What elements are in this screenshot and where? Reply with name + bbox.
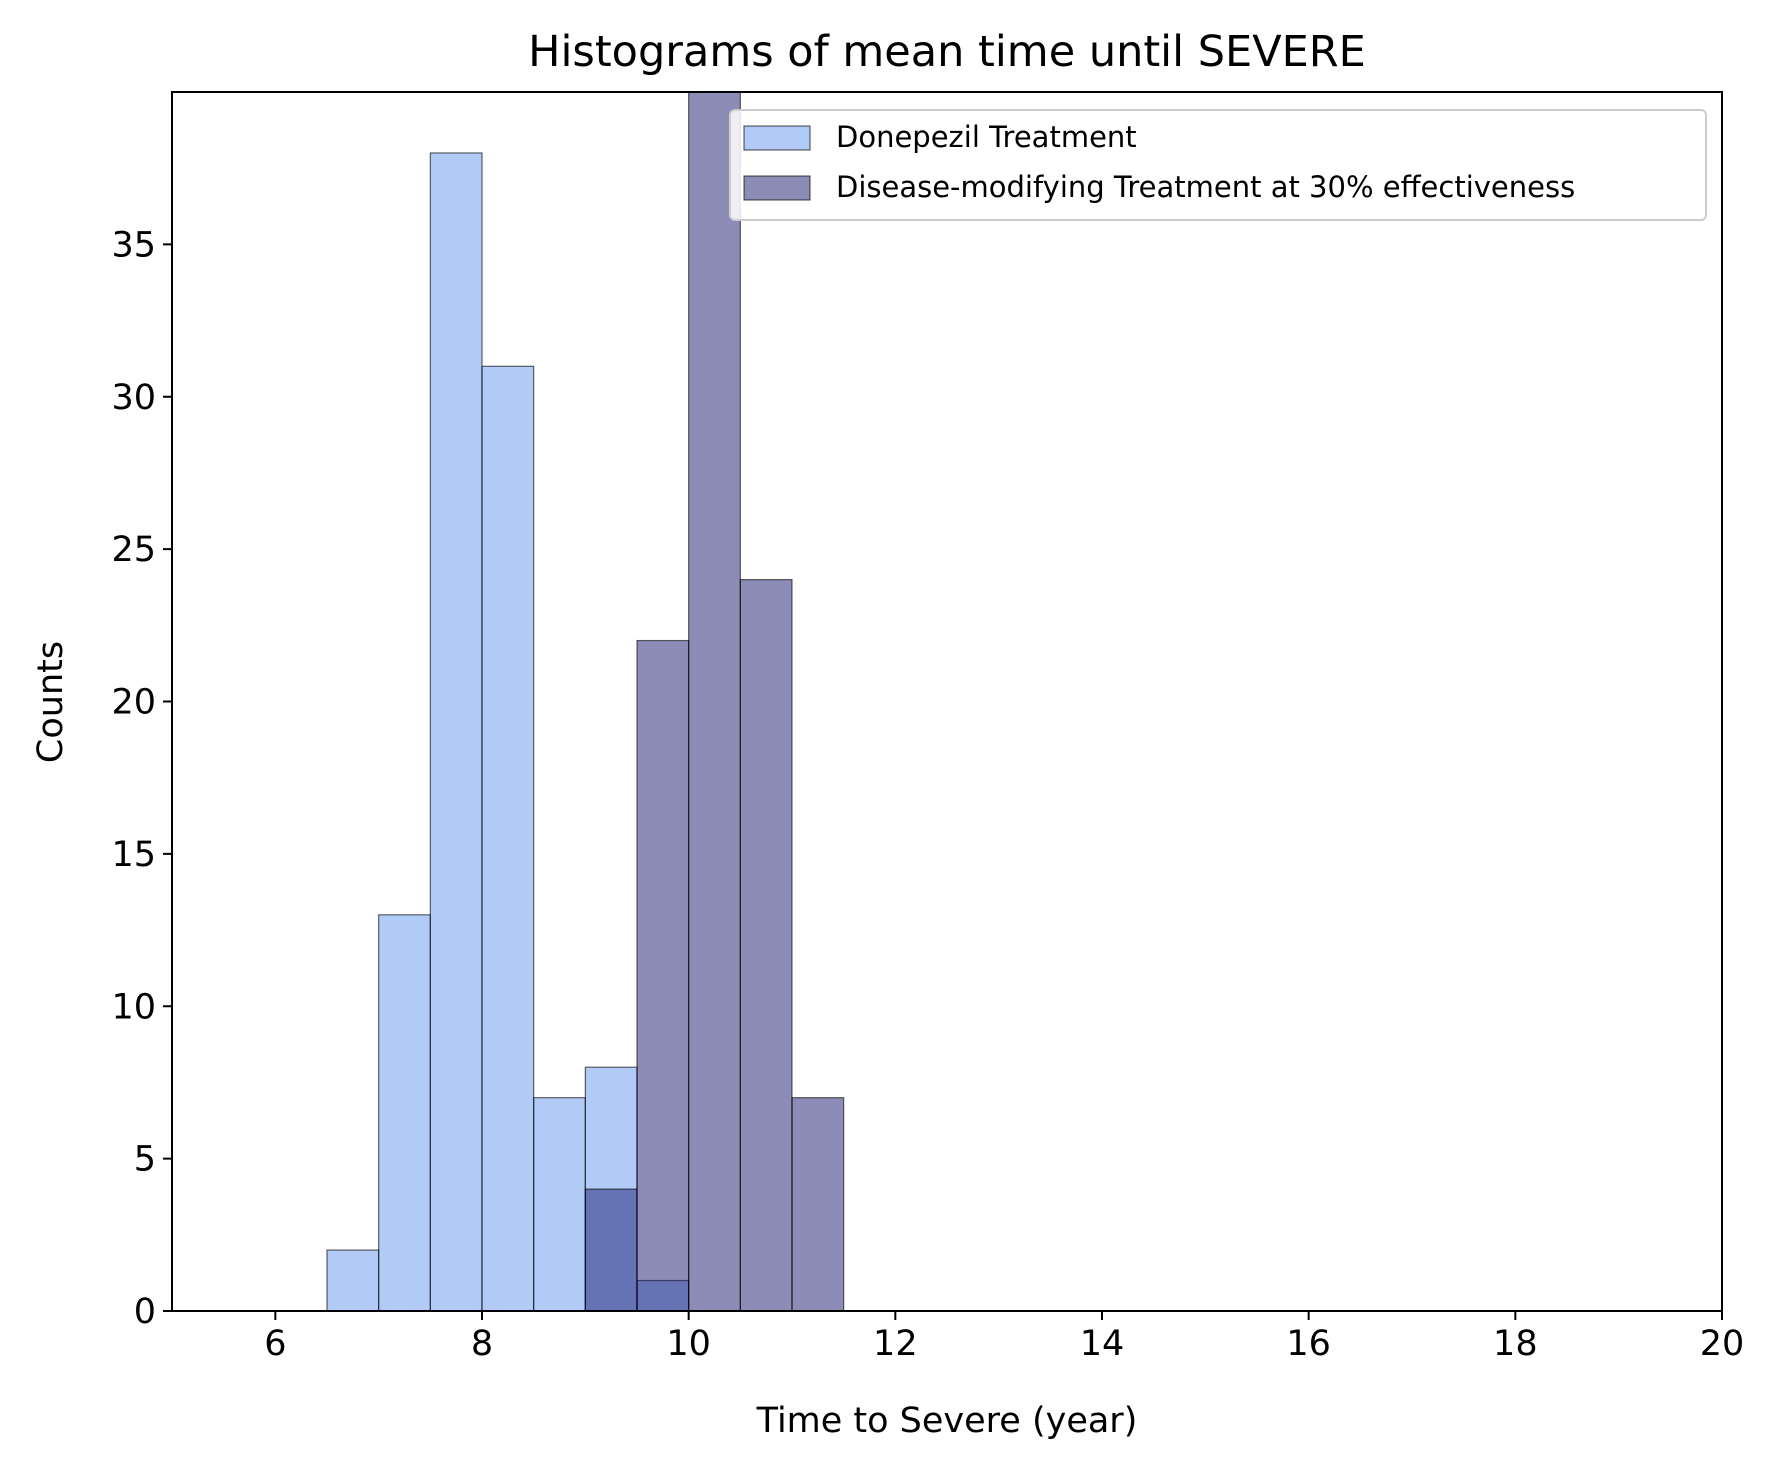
legend-label-disease-modifying: Disease-modifying Treatment at 30% effec… xyxy=(836,170,1575,204)
x-tick-label: 6 xyxy=(264,1324,286,1364)
bars-layer xyxy=(326,92,845,1311)
y-tick-label: 35 xyxy=(111,225,156,265)
x-tick-label: 8 xyxy=(471,1324,493,1364)
chart-title: Histograms of mean time until SEVERE xyxy=(528,27,1366,77)
histogram-bar xyxy=(791,1097,845,1311)
y-tick-label: 20 xyxy=(111,683,156,723)
histogram-bar xyxy=(533,1097,586,1311)
y-axis-ticks: 0 5 10 15 20 25 30 35 xyxy=(111,225,172,1332)
x-tick-label: 14 xyxy=(1080,1324,1125,1364)
histogram-bar xyxy=(636,639,690,1311)
x-tick-label: 20 xyxy=(1700,1324,1745,1364)
x-tick-label: 16 xyxy=(1286,1324,1331,1364)
x-tick-label: 12 xyxy=(873,1324,918,1364)
histogram-bar xyxy=(584,1188,638,1311)
y-tick-label: 25 xyxy=(111,530,156,570)
y-tick-label: 15 xyxy=(111,835,156,875)
histogram-bar xyxy=(688,92,741,1311)
histogram-bar xyxy=(429,152,483,1311)
histogram-bar xyxy=(326,1249,380,1311)
histogram-bar xyxy=(378,914,431,1311)
legend: Donepezil Treatment Disease-modifying Tr… xyxy=(729,109,1707,221)
y-axis-label: Counts xyxy=(31,641,71,763)
y-tick-label: 0 xyxy=(134,1292,156,1332)
x-axis-ticks: 6 8 10 12 14 16 18 20 xyxy=(264,1311,1744,1364)
legend-label-donepezil: Donepezil Treatment xyxy=(836,120,1137,154)
legend-swatch-donepezil xyxy=(743,125,811,151)
y-tick-label: 30 xyxy=(111,378,156,418)
x-tick-label: 18 xyxy=(1493,1324,1538,1364)
legend-box xyxy=(729,109,1707,221)
x-axis-label: Time to Severe (year) xyxy=(756,1401,1138,1441)
y-tick-label: 5 xyxy=(134,1140,156,1180)
x-tick-label: 10 xyxy=(666,1324,711,1364)
legend-swatch-disease-modifying xyxy=(743,175,811,201)
histogram-bar xyxy=(739,578,793,1311)
y-tick-label: 10 xyxy=(111,987,156,1027)
histogram-bar xyxy=(481,365,535,1311)
